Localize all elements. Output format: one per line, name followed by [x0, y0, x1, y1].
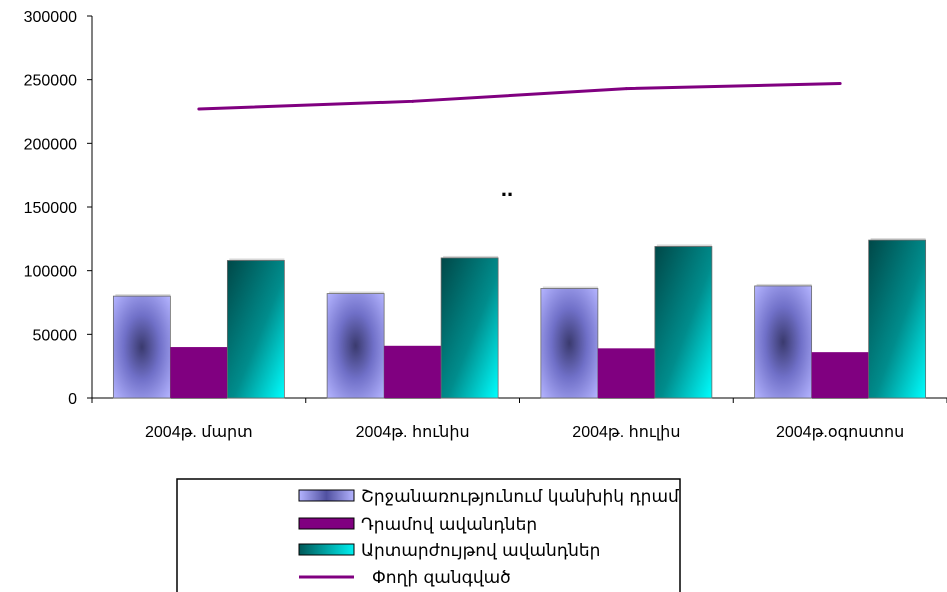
bar-dram-deposits	[170, 347, 228, 398]
legend-swatch-dram-deposits	[298, 517, 355, 530]
plot-area: 0 50000 100000 150000 200000 250000 300000 2004…	[24, 9, 947, 441]
y-tick-label: 100000	[24, 264, 77, 281]
y-tick-label: 300000	[24, 9, 77, 26]
y-tick-label: 150000	[24, 200, 77, 217]
bar-fx-deposits	[226, 260, 285, 399]
line-money-supply	[198, 81, 841, 111]
chart-annotation: ..	[501, 176, 513, 201]
x-tick-label: 2004թ. հունիս	[356, 424, 470, 441]
bar-dram-deposits	[597, 348, 655, 398]
y-tick-label: 250000	[24, 73, 77, 90]
legend-label-dram-deposits: Դրամով ավանդներ	[361, 515, 537, 535]
legend-label-fx-deposits: Արտարժույթով ավանդներ	[361, 541, 600, 561]
y-tick-label: 50000	[33, 327, 78, 344]
x-tick-label: 2004թ. հուլիս	[572, 424, 680, 441]
bar-fx-deposits	[868, 239, 927, 399]
legend: Շրջանառությունում կանխիկ դրամ Դրամով ավա…	[176, 478, 681, 592]
line-money-supply-point	[838, 81, 842, 85]
line-money-supply-point	[197, 107, 201, 111]
bar-cash	[112, 295, 171, 399]
legend-swatch-cash	[298, 489, 355, 502]
bar-dram-deposits	[384, 345, 442, 398]
bar-cash	[754, 285, 813, 399]
y-tick-label: 200000	[24, 136, 77, 153]
legend-box	[176, 478, 681, 592]
x-tick-label: 2004թ.օգոստոս	[776, 424, 904, 441]
y-tick-label: 0	[68, 391, 77, 408]
line-money-supply-point	[624, 87, 628, 91]
bar-dram-deposits	[811, 352, 869, 398]
bar-cash	[326, 293, 385, 399]
bar-fx-deposits	[440, 257, 499, 399]
bar-cash	[540, 288, 599, 399]
bar-fx-deposits	[654, 246, 713, 399]
legend-swatch-fx-deposits	[298, 543, 355, 556]
x-tick-label: 2004թ. մարտ	[145, 424, 253, 441]
line-money-supply-point	[411, 99, 415, 103]
legend-label-cash: Շրջանառությունում կանխիկ դրամ	[361, 487, 679, 507]
legend-label-money-supply: Փողի զանգված	[372, 568, 511, 588]
